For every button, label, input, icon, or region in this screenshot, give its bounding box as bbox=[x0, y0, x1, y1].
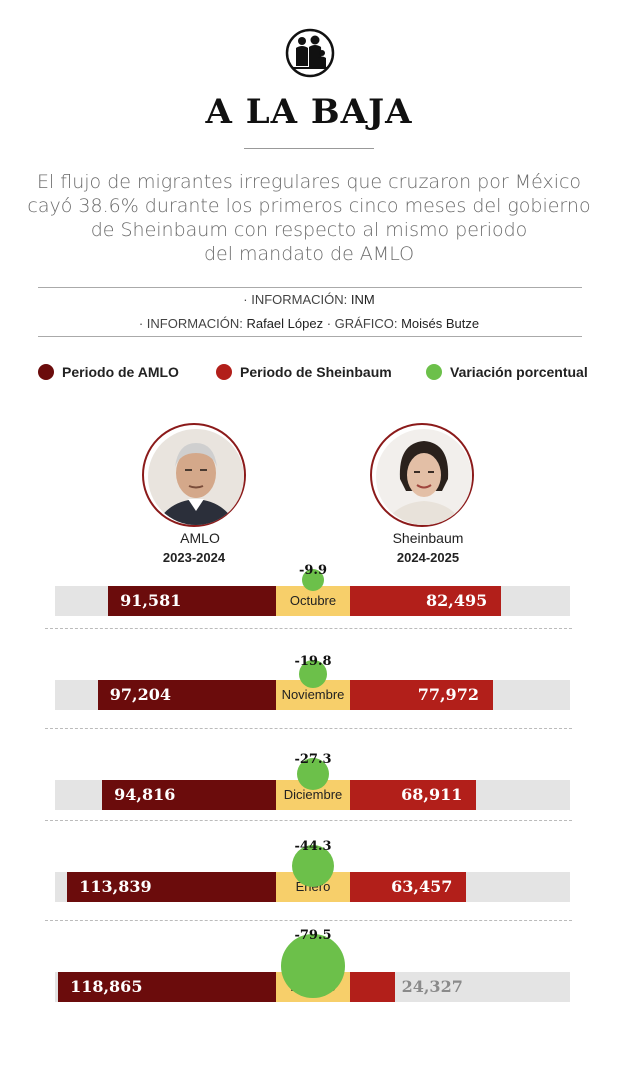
credit-source-prefix: · INFORMACIÓN: bbox=[243, 292, 351, 307]
bar-sheinbaum bbox=[350, 586, 502, 616]
credits-top-rule bbox=[38, 287, 582, 288]
row-divider bbox=[45, 728, 572, 729]
variation-bubble bbox=[299, 660, 327, 688]
value-label-sheinbaum: 68,911 bbox=[401, 785, 463, 804]
bar-amlo bbox=[97, 680, 276, 710]
variation-label: -27.3 bbox=[294, 751, 332, 767]
subtitle-line: cayó 38.6% durante los primeros cinco me… bbox=[27, 195, 591, 217]
family-migrants-icon bbox=[285, 28, 335, 78]
title-divider bbox=[244, 148, 374, 149]
month-label: Octubre bbox=[276, 586, 350, 616]
amlo-years: 2023-2024 bbox=[162, 550, 226, 565]
variation-label: -79.5 bbox=[294, 928, 332, 944]
credits-bottom-rule bbox=[38, 336, 582, 337]
bar-sheinbaum bbox=[350, 872, 467, 902]
page-title: A LA BAJA bbox=[205, 92, 413, 132]
legend-item-sheinbaum: Periodo de Sheinbaum bbox=[216, 364, 392, 380]
legend-dot-sheinbaum bbox=[216, 364, 232, 380]
credit-source: · INFORMACIÓN: INM bbox=[0, 292, 618, 307]
legend-item-variation: Variación porcentual bbox=[426, 364, 588, 380]
subtitle: El flujo de migrantes irregulares que cr… bbox=[20, 170, 598, 266]
legend-label: Variación porcentual bbox=[450, 364, 588, 380]
row-divider bbox=[45, 628, 572, 629]
bar-amlo bbox=[108, 586, 276, 616]
bar-amlo bbox=[102, 780, 276, 810]
bar-sheinbaum bbox=[350, 680, 493, 710]
value-label-sheinbaum: 63,457 bbox=[391, 877, 453, 896]
sheinbaum-name: Sheinbaum bbox=[392, 530, 464, 546]
subtitle-line: del mandato de AMLO bbox=[203, 243, 415, 265]
value-label-amlo: 118,865 bbox=[70, 977, 143, 996]
value-label-sheinbaum: 24,327 bbox=[401, 977, 463, 996]
variation-bubble bbox=[291, 844, 335, 888]
variation-bubble bbox=[302, 569, 324, 591]
credit-authors: · INFORMACIÓN: Rafael López · GRÁFICO: M… bbox=[0, 316, 618, 331]
bar-amlo bbox=[67, 872, 276, 902]
sheinbaum-photo-icon bbox=[376, 429, 472, 525]
value-label-amlo: 113,839 bbox=[79, 877, 152, 896]
credit-source-value: INM bbox=[350, 292, 375, 307]
legend: Periodo de AMLO Periodo de Sheinbaum Var… bbox=[0, 364, 618, 386]
value-label-amlo: 91,581 bbox=[120, 591, 182, 610]
legend-label: Periodo de Sheinbaum bbox=[240, 364, 392, 380]
legend-dot-amlo bbox=[38, 364, 54, 380]
bar-amlo bbox=[58, 972, 276, 1002]
amlo-photo-icon bbox=[148, 429, 244, 525]
row-divider bbox=[45, 820, 572, 821]
variation-bubble bbox=[281, 934, 345, 998]
credit-info-prefix: · INFORMACIÓN: bbox=[138, 316, 247, 331]
amlo-portrait bbox=[142, 423, 246, 527]
value-label-sheinbaum: 82,495 bbox=[426, 591, 488, 610]
amlo-name: AMLO bbox=[180, 530, 220, 546]
value-label-amlo: 97,204 bbox=[109, 685, 172, 704]
legend-dot-variation bbox=[426, 364, 442, 380]
subtitle-line: El flujo de migrantes irregulares que cr… bbox=[36, 171, 582, 193]
variation-label: -9.9 bbox=[298, 563, 327, 579]
subtitle-line: de Sheinbaum con respecto al mismo perio… bbox=[90, 219, 528, 241]
sheinbaum-portrait bbox=[370, 423, 474, 527]
value-label-sheinbaum: 77,972 bbox=[417, 685, 479, 704]
variation-bubble bbox=[296, 757, 330, 791]
variation-label: -19.8 bbox=[294, 654, 332, 670]
row-divider bbox=[45, 920, 572, 921]
legend-item-amlo: Periodo de AMLO bbox=[38, 364, 179, 380]
credit-graphic-value: Moisés Butze bbox=[401, 316, 480, 331]
variation-label: -44.3 bbox=[294, 838, 332, 854]
sheinbaum-years: 2024-2025 bbox=[396, 550, 460, 565]
bar-sheinbaum bbox=[350, 780, 477, 810]
bar-sheinbaum bbox=[350, 972, 395, 1002]
credit-graphic-prefix: · GRÁFICO: bbox=[323, 316, 402, 331]
value-label-amlo: 94,816 bbox=[114, 785, 176, 804]
legend-label: Periodo de AMLO bbox=[62, 364, 179, 380]
credit-info-value: Rafael López bbox=[246, 316, 324, 331]
